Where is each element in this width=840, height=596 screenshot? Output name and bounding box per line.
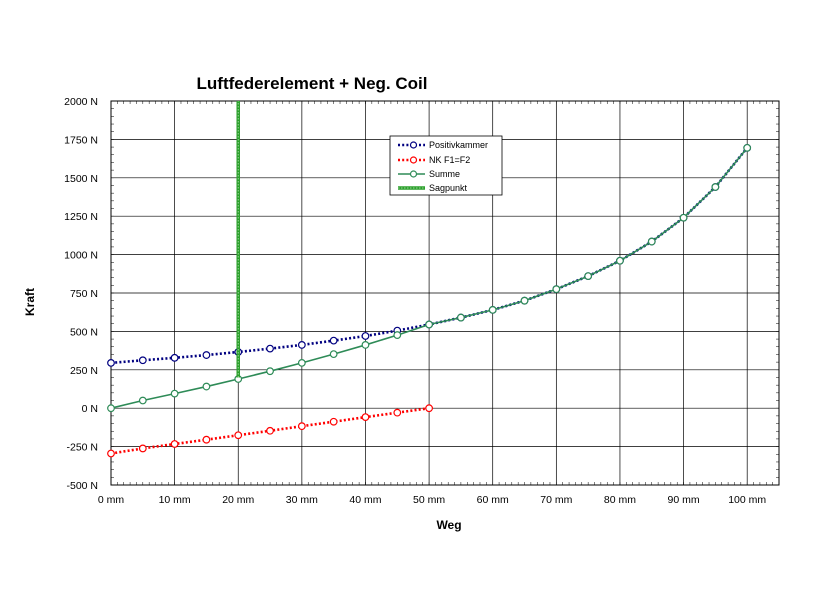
data-point — [170, 440, 179, 448]
data-point — [107, 449, 115, 458]
data-point — [552, 285, 561, 294]
data-point — [107, 404, 115, 413]
legend-label-2: Summe — [429, 169, 460, 179]
y-tick-label: 500 N — [70, 326, 98, 338]
data-point — [520, 296, 529, 305]
data-point — [584, 272, 593, 281]
legend-marker-0 — [409, 141, 418, 149]
x-tick-label: 10 mm — [159, 494, 191, 506]
data-point — [616, 256, 624, 265]
legend-marker-2 — [409, 170, 418, 178]
x-axis-ticks: 0 mm 10 mm 20 mm 30 mm 40 mm 50 mm 60 mm 70 mm 8… — [98, 494, 767, 506]
x-tick-label: 30 mm — [286, 494, 318, 506]
y-tick-label: 1000 N — [64, 250, 98, 262]
y-axis-label: Kraft — [23, 288, 37, 316]
data-point — [138, 444, 147, 453]
data-point — [266, 367, 274, 376]
chart-title: Luftfederelement + Neg. Coil — [197, 74, 428, 93]
x-tick-label: 50 mm — [413, 494, 445, 506]
x-tick-label: 0 mm — [98, 494, 125, 506]
x-tick-label: 100 mm — [728, 494, 766, 506]
plot-frame — [110, 100, 780, 486]
legend-box — [389, 135, 503, 196]
data-point — [170, 353, 179, 362]
data-point — [266, 344, 274, 353]
data-point — [679, 213, 688, 222]
data-point — [138, 356, 147, 365]
x-tick-label: 70 mm — [540, 494, 572, 506]
data-point — [393, 331, 402, 339]
x-tick-label: 20 mm — [222, 494, 254, 506]
data-point — [202, 435, 211, 444]
x-axis-label: Weg — [436, 518, 461, 532]
data-point — [743, 143, 752, 152]
y-tick-label: 1250 N — [64, 211, 98, 223]
data-point — [297, 358, 306, 367]
data-point — [393, 408, 402, 417]
data-point — [711, 183, 720, 191]
data-point — [457, 313, 465, 322]
y-tick-label: 250 N — [70, 365, 98, 377]
series-2 — [107, 143, 752, 413]
x-tick-label: 80 mm — [604, 494, 636, 506]
legend-label-1: NK F1=F2 — [429, 155, 470, 165]
y-tick-label: -500 N — [66, 480, 98, 492]
legend-label-0: Positivkammer — [429, 140, 488, 150]
y-tick-label: 1500 N — [64, 173, 98, 185]
data-point — [361, 413, 370, 422]
y-tick-label: 1750 N — [64, 134, 98, 146]
x-tick-label: 90 mm — [668, 494, 700, 506]
x-tick-label: 60 mm — [477, 494, 509, 506]
data-point — [425, 404, 433, 413]
data-point — [361, 341, 370, 349]
legend: Positivkammer NK F1=F2 Summe Sagpunkt — [389, 135, 503, 196]
y-tick-label: 750 N — [70, 288, 98, 300]
data-point — [170, 389, 179, 398]
data-point — [202, 351, 211, 359]
data-point — [202, 382, 211, 391]
legend-label-3: Sagpunkt — [429, 183, 468, 193]
data-point — [361, 332, 370, 340]
data-point — [266, 426, 274, 435]
y-tick-label: -250 N — [66, 442, 98, 454]
y-axis-ticks: -500 N -250 N 0 N 250 N 500 N 750 N 1000 N 1250… — [64, 96, 98, 492]
data-point — [297, 341, 306, 349]
y-tick-label: 2000 N — [64, 96, 98, 108]
data-point — [297, 422, 306, 431]
data-point — [138, 396, 147, 405]
data-point — [488, 305, 497, 314]
data-point — [234, 431, 243, 440]
data-point — [329, 336, 338, 345]
data-point — [647, 237, 656, 246]
y-tick-label: 0 N — [82, 403, 98, 415]
data-point — [425, 320, 433, 329]
series-1 — [107, 404, 433, 458]
legend-marker-1 — [409, 156, 418, 164]
data-point — [107, 358, 115, 367]
x-tick-label: 40 mm — [349, 494, 381, 506]
data-point — [329, 417, 338, 426]
series-layer — [107, 101, 752, 458]
data-point — [329, 350, 338, 359]
